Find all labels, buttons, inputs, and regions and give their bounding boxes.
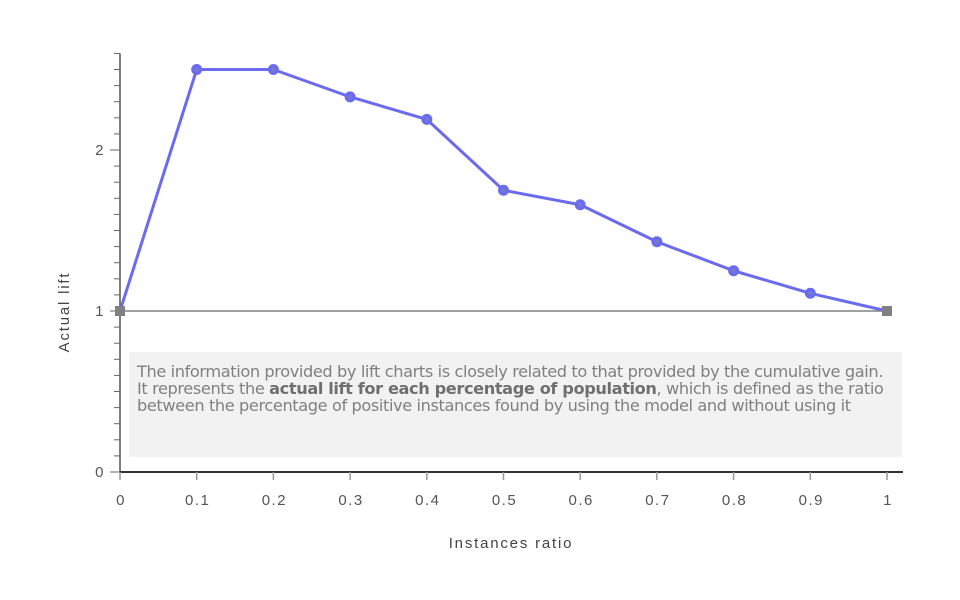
x-tick-label: 0.8 xyxy=(722,492,747,509)
x-tick-label: 0.2 xyxy=(262,492,287,509)
x-tick-label: 0 xyxy=(116,492,126,509)
lift-series xyxy=(115,64,892,316)
x-tick-label: 0.5 xyxy=(492,492,517,509)
x-tick-label: 0.1 xyxy=(185,492,210,509)
x-tick-label: 0.9 xyxy=(799,492,824,509)
y-tick-label: 2 xyxy=(95,142,105,159)
y-tick-label: 0 xyxy=(95,464,105,481)
info-text-bold: actual lift for each percentage of popul… xyxy=(269,379,657,398)
y-axis: 0 1 2 xyxy=(95,52,121,481)
info-box: The information provided by lift charts … xyxy=(129,352,902,457)
info-text: The information provided by lift charts … xyxy=(137,362,883,398)
x-tick-label: 0.6 xyxy=(569,492,594,509)
x-tick-label: 0.3 xyxy=(338,492,363,509)
x-axis-title: Instances ratio xyxy=(449,535,574,552)
info-text-end: , which is defined as the ratio between … xyxy=(137,379,884,415)
data-point[interactable] xyxy=(882,306,892,316)
x-tick-label: 0.7 xyxy=(645,492,670,509)
x-axis: 0 0.1 0.2 0.3 0.4 0.5 0.6 0.7 0.8 0.9 1 xyxy=(116,471,903,509)
y-tick-label: 1 xyxy=(95,303,105,320)
data-point[interactable] xyxy=(115,306,125,316)
y-axis-title: Actual lift xyxy=(56,272,73,353)
x-tick-label: 1 xyxy=(883,492,893,509)
x-tick-label: 0.4 xyxy=(415,492,440,509)
